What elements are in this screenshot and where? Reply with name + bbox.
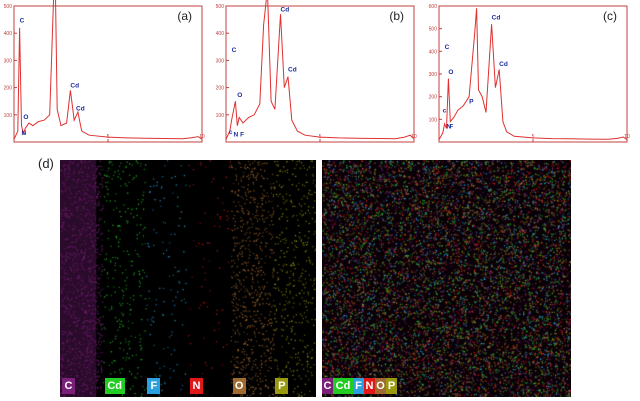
- peak-label: O: [448, 69, 453, 76]
- peak-label: O: [237, 92, 242, 99]
- y-tick-label: 300: [216, 58, 225, 64]
- x-tick-label: 10: [199, 134, 205, 140]
- elemental-map-overlay: [322, 160, 571, 397]
- peak-label: Cd: [492, 15, 501, 22]
- y-tick-label: 200: [4, 86, 13, 92]
- x-tick-label: 10: [624, 134, 630, 140]
- legend-entry-n: N: [190, 378, 203, 394]
- legend-entry-c: C: [62, 378, 75, 394]
- plot-frame: [13, 5, 203, 143]
- y-tick-label: 500: [4, 4, 13, 10]
- peak-label: C: [445, 44, 450, 51]
- peak-label: Cd: [288, 66, 297, 73]
- panel-label: (b): [389, 9, 404, 23]
- spectrum-line: [13, 0, 203, 140]
- peak-label: c: [443, 108, 447, 115]
- overlay-legend-entry-c: C: [322, 378, 333, 394]
- peak-label: O: [23, 114, 28, 121]
- y-tick-label: 300: [429, 72, 438, 78]
- legend-entry-f: F: [147, 378, 161, 394]
- peak-label: C: [20, 17, 25, 24]
- y-tick-label: 100: [216, 113, 225, 119]
- legend-entry-o: O: [232, 378, 246, 394]
- panel-d-label: (d): [38, 156, 54, 171]
- y-tick-label: 100: [429, 117, 438, 123]
- peak-label: Cd: [281, 6, 290, 13]
- y-tick-label: 500: [216, 4, 225, 10]
- y-tick-label: 400: [216, 31, 225, 37]
- plot-frame: [438, 5, 628, 143]
- y-tick-label: 600: [429, 4, 438, 10]
- y-tick-label: 400: [4, 31, 13, 37]
- y-tick-label: 300: [4, 58, 13, 64]
- peak-label: N: [234, 132, 239, 139]
- spectrum-panel-c: 100 200 300 400 500 600 5 10 C Oc NF P Cd Cd (c): [429, 4, 630, 143]
- y-tick-label: 400: [429, 49, 438, 55]
- peak-label: P: [469, 98, 474, 105]
- elemental-map-strips: [60, 160, 316, 397]
- x-tick-label: 10: [411, 134, 417, 140]
- peak-label: Cd: [70, 83, 79, 90]
- y-tick-label: 200: [216, 86, 225, 92]
- legend-entry-p: P: [275, 378, 289, 394]
- panel-label: (c): [603, 9, 617, 23]
- overlay-legend-entry-f: F: [353, 378, 364, 394]
- panel-label: (a): [177, 9, 192, 23]
- plot-frame: [225, 5, 415, 143]
- peak-label: C: [232, 47, 237, 54]
- spectrum-line: [225, 0, 415, 140]
- y-tick-label: 500: [429, 27, 438, 33]
- peak-label: N: [22, 130, 27, 137]
- peak-label: N: [447, 123, 452, 130]
- overlay-legend-entry-cd: Cd: [333, 378, 353, 394]
- eds-spectra-figure: 100 200 300 400 500 5 10 C O N Cd Cd (a) 100 200 300 40…: [4, 0, 630, 143]
- x-tick-label: 5: [532, 134, 535, 140]
- peak-label: c: [229, 129, 233, 136]
- spectrum-line: [438, 8, 628, 141]
- legend-entry-cd: Cd: [104, 378, 125, 394]
- peak-label: Cd: [76, 106, 85, 113]
- y-tick-label: 100: [4, 113, 13, 119]
- peak-label: Cd: [499, 61, 508, 68]
- y-tick-label: 200: [429, 95, 438, 101]
- peak-label: F: [240, 132, 244, 139]
- overlay-legend-entry-p: P: [386, 378, 397, 394]
- overlay-legend-entry-n: N: [364, 378, 375, 394]
- overlay-legend-entry-o: O: [375, 378, 386, 394]
- peak-label: F: [449, 123, 453, 130]
